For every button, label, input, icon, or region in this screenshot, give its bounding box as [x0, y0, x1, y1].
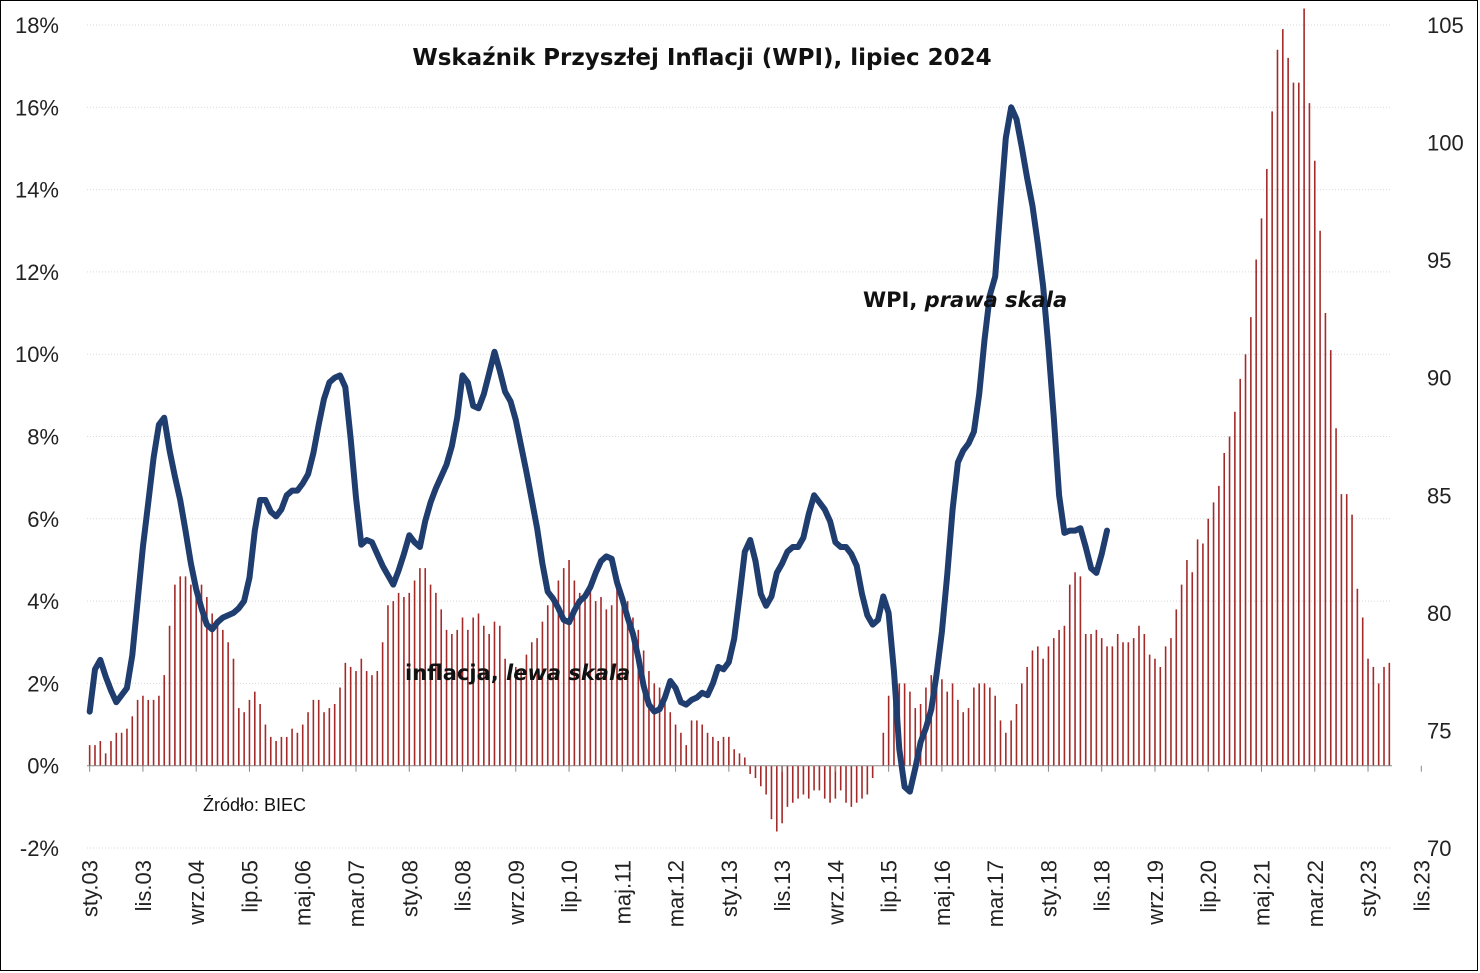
- right-tick-label: 95: [1427, 248, 1451, 273]
- x-tick-label: wrz.14: [823, 860, 848, 926]
- x-tick-label: maj.11: [610, 860, 635, 924]
- x-tick-label: lis.18: [1090, 860, 1115, 911]
- left-axis: -2% 0% 2% 4% 6% 8% 10% 12% 14% 16% 18%: [15, 13, 59, 861]
- x-axis: sty.03 lis.03 wrz.04 lip.05 maj.06 mar.07 sty.…: [78, 765, 1434, 927]
- right-tick-label: 90: [1427, 366, 1451, 391]
- x-tick-label: sty.03: [78, 860, 103, 917]
- left-tick-label: -2%: [20, 836, 59, 861]
- gridlines: [87, 24, 1392, 849]
- x-tick-label: maj.21: [1250, 860, 1275, 926]
- left-tick-label: 12%: [15, 260, 59, 285]
- x-tick-label: maj.16: [930, 860, 955, 926]
- right-tick-label: 80: [1427, 601, 1451, 626]
- wpi-label: WPI, prawa skala: [863, 288, 1067, 312]
- left-tick-label: 16%: [15, 95, 59, 120]
- x-tick-label: lip.10: [557, 860, 582, 913]
- left-tick-label: 8%: [27, 425, 59, 450]
- right-tick-label: 75: [1427, 718, 1451, 743]
- left-tick-label: 0%: [27, 754, 59, 779]
- x-tick-label: sty.18: [1036, 860, 1061, 917]
- x-tick-label: lis.03: [131, 860, 156, 911]
- x-tick-label: lis.23: [1409, 860, 1434, 911]
- x-tick-label: wrz.09: [504, 860, 529, 926]
- x-tick-label: wrz.04: [184, 860, 209, 926]
- x-tick-label: lis.13: [770, 860, 795, 911]
- x-tick-label: sty.23: [1356, 860, 1381, 917]
- wpi-line-group: [86, 104, 1110, 795]
- x-tick-label: mar.22: [1303, 860, 1328, 927]
- x-tick-label: sty.13: [717, 860, 742, 917]
- right-tick-label: 100: [1427, 131, 1464, 156]
- right-tick-label: 85: [1427, 483, 1451, 508]
- x-tick-label: mar.17: [983, 860, 1008, 927]
- right-tick-label: 105: [1427, 13, 1464, 38]
- chart-title: Wskaźnik Przyszłej Inflacji (WPI), lipie…: [412, 45, 991, 71]
- x-tick-label: lip.05: [237, 860, 262, 913]
- right-tick-label: 70: [1427, 836, 1451, 861]
- x-tick-label: lis.08: [451, 860, 476, 911]
- x-tick-label: lip.20: [1196, 860, 1221, 913]
- left-tick-label: 4%: [27, 589, 59, 614]
- wpi-line: [86, 104, 1110, 795]
- x-tick-label: mar.07: [344, 860, 369, 927]
- left-tick-label: 2%: [27, 671, 59, 696]
- x-tick-label: wrz.19: [1143, 860, 1168, 926]
- inflation-label: inflacja, lewa skala: [405, 661, 630, 685]
- left-tick-label: 14%: [15, 178, 59, 203]
- source-note: Źródło: BIEC: [203, 795, 306, 815]
- x-tick-label: mar.12: [664, 860, 689, 927]
- right-axis: 70 75 80 85 90 95 100 105: [1427, 13, 1464, 861]
- inflation-bars: [88, 8, 1391, 832]
- x-tick-label: lip.15: [877, 860, 902, 913]
- left-tick-label: 18%: [15, 13, 59, 38]
- x-tick-label: sty.08: [397, 860, 422, 917]
- left-tick-label: 6%: [27, 507, 59, 532]
- x-tick-label: maj.06: [291, 860, 316, 926]
- left-tick-label: 10%: [15, 342, 59, 367]
